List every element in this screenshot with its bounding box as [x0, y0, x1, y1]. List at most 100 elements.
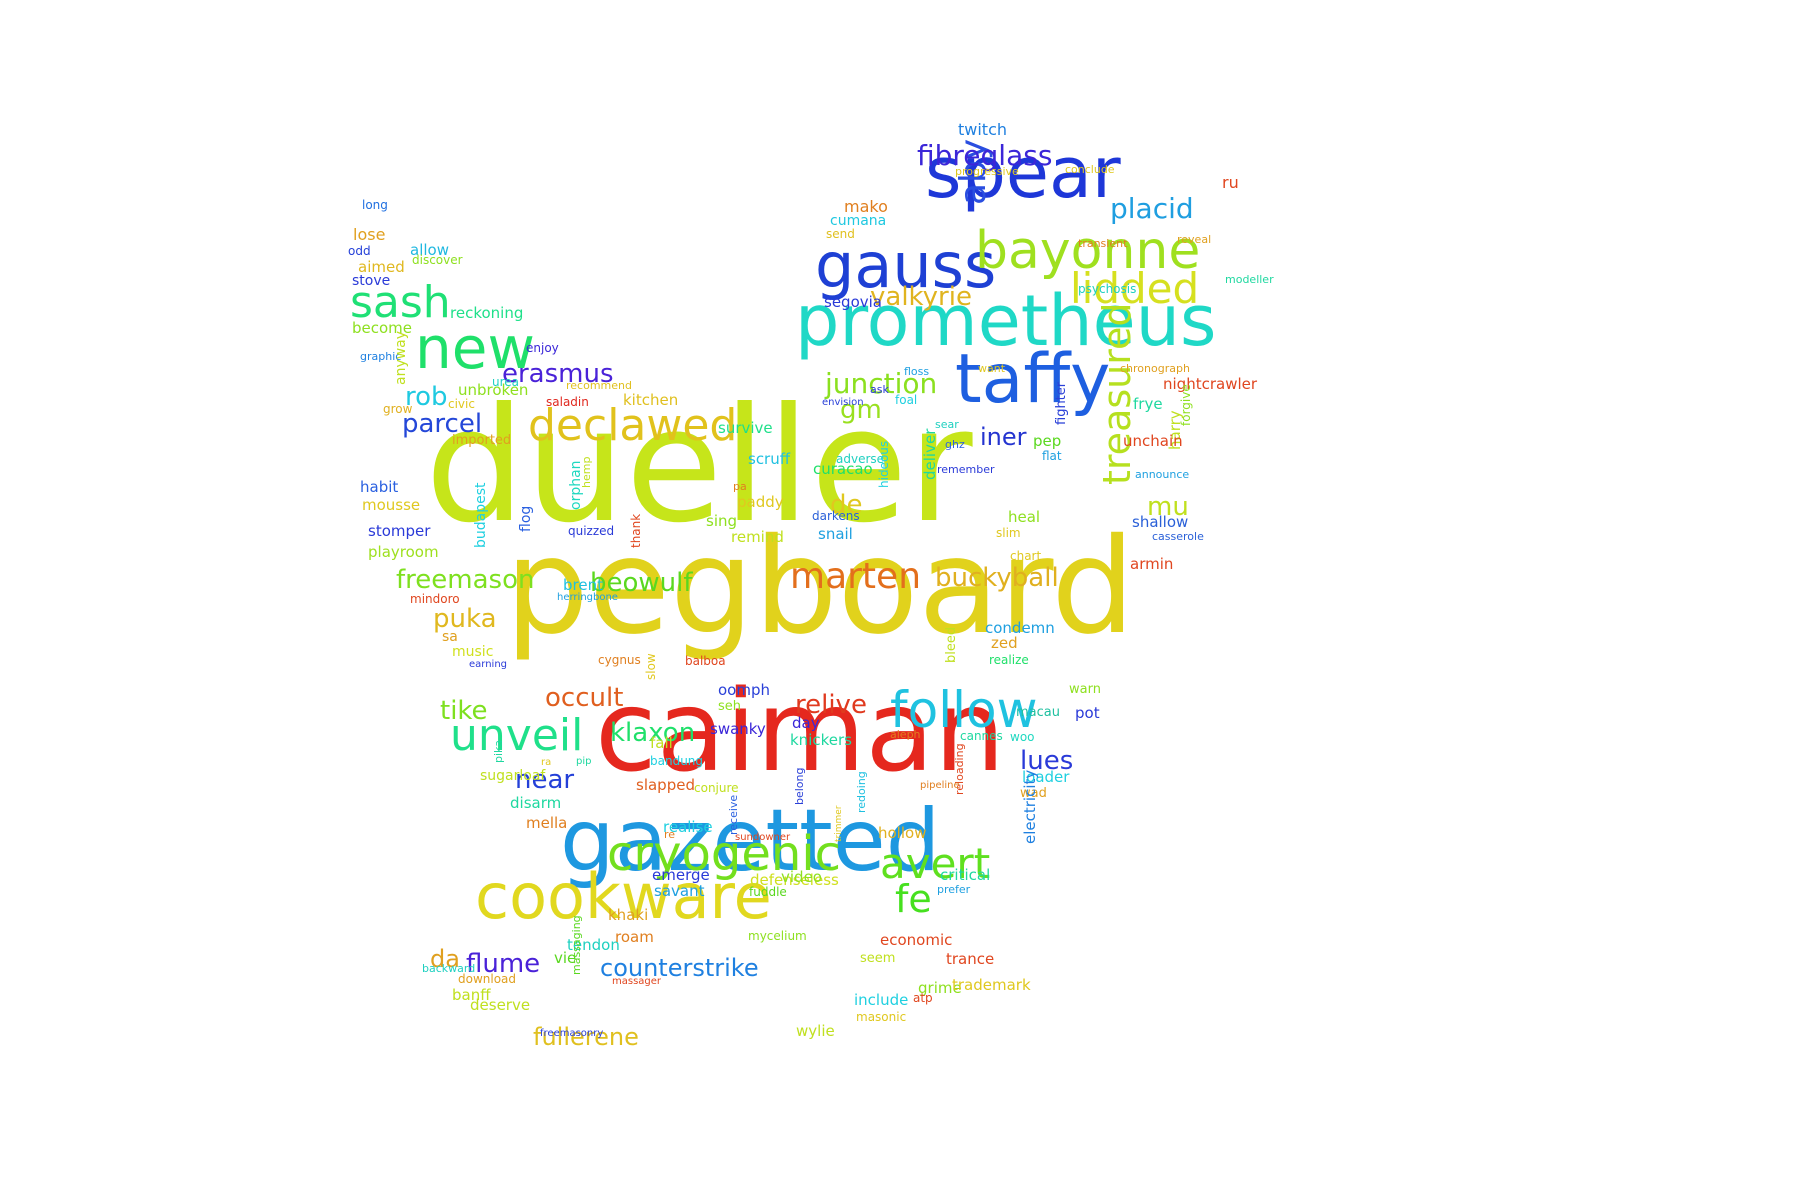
word-gauss: gauss [815, 229, 996, 302]
word-pipeline: pipeline [920, 780, 960, 791]
word-grow: grow [383, 402, 413, 416]
word-aimed: aimed [358, 258, 405, 276]
word-mako: mako [844, 197, 888, 216]
word-mu: mu [1147, 492, 1189, 522]
word-hollow: hollow [878, 824, 926, 842]
word-swanky: swanky [710, 720, 766, 738]
word-grime: grime [918, 979, 962, 997]
word-harry: harry [1166, 410, 1184, 450]
word-valkyrie: valkyrie [870, 282, 972, 312]
word-iner: iner [980, 423, 1027, 451]
word-chart: chart [1010, 549, 1041, 563]
word-slapped: slapped [636, 776, 695, 794]
word-frye: frye [1133, 395, 1163, 413]
word-condemn: condemn [985, 619, 1055, 637]
word-segovia: segovia [824, 293, 882, 311]
word-fe: fe [895, 877, 932, 921]
word-avert: avert [880, 839, 990, 888]
word-vie: vie [554, 949, 576, 967]
word-junction: junction [824, 367, 937, 400]
word-receive: receive [727, 795, 740, 835]
word-discover: discover [412, 253, 463, 267]
word-realize: realize [989, 653, 1029, 667]
word-stove: stove [352, 273, 390, 289]
word-economic: economic [880, 931, 952, 949]
word-da: da [430, 945, 460, 973]
word-atp: atp [913, 991, 933, 1005]
word-cannes: cannes [960, 729, 1003, 743]
word-sa: sa [442, 629, 458, 645]
word-become: become [352, 319, 412, 337]
word-psychosis: psychosis [1078, 282, 1136, 296]
word-unchain: unchain [1123, 432, 1183, 450]
word-survive: survive [718, 419, 773, 437]
word-sing: sing [706, 512, 737, 530]
word-trademark: trademark [952, 976, 1031, 994]
word-treasured: treasured [1095, 302, 1139, 485]
word-floss: floss [904, 365, 929, 378]
word-scruff: scruff [748, 450, 791, 468]
word-roam: roam [615, 928, 654, 946]
word-rob: rob [405, 382, 448, 412]
word-massager: massager [612, 976, 662, 987]
word-savant: savant [654, 882, 705, 900]
word-beowulf: beowulf [590, 568, 693, 598]
word-chronograph: chronograph [1120, 362, 1190, 375]
word-envision: envision [822, 397, 864, 408]
word-modeller: modeller [1225, 273, 1274, 286]
word-tendon: tendon [567, 936, 620, 954]
word-wad: wad [1020, 786, 1047, 801]
word-ghz: ghz [945, 438, 965, 451]
word-download: download [458, 972, 516, 986]
word-announce: announce [1135, 468, 1189, 481]
word-trance: trance [946, 950, 994, 968]
word-fibreglass: fibreglass [917, 139, 1052, 172]
word-enjoy: enjoy [526, 341, 559, 355]
word-knickers: knickers [790, 731, 852, 749]
word-declawed: declawed [528, 400, 737, 451]
word-bleed: bleed [944, 627, 959, 663]
word-de: de [830, 490, 863, 520]
word-video: video [781, 868, 822, 886]
word-conjure: conjure [694, 781, 739, 795]
word-snail: snail [818, 525, 853, 543]
word-twitch: twitch [958, 120, 1007, 139]
word-mindoro: mindoro [410, 592, 460, 606]
word-caiman: caiman [595, 667, 1005, 797]
word-fall: fall [650, 734, 673, 752]
word-buckyball: buckyball [935, 563, 1059, 593]
word-paddy: paddy [737, 493, 784, 511]
word-anyway: anyway [393, 331, 409, 385]
word-prometheus: prometheus [795, 280, 1216, 362]
word-allow: allow [410, 241, 449, 259]
word-redoing: redoing [855, 771, 868, 813]
word-puka: puka [433, 604, 497, 634]
word-pip: pip [576, 756, 591, 767]
word-sugarloaf: sugarloaf [480, 768, 546, 784]
word-earning: earning [469, 659, 507, 670]
word-dueller: dueller [425, 374, 973, 558]
word-herringbone: herringbone [557, 592, 618, 603]
word-saladin: saladin [546, 395, 589, 409]
word-nightcrawler: nightcrawler [1163, 375, 1258, 393]
word-unveil: unveil [450, 710, 583, 761]
word-mycelium: mycelium [748, 929, 807, 943]
word-transient: transient [1078, 237, 1128, 250]
word-armin: armin [1130, 555, 1173, 573]
word-defenseless: defenseless [750, 871, 839, 889]
word-follow: follow [890, 681, 1037, 739]
word-deliver: deliver [921, 428, 939, 480]
word-heal: heal [1008, 508, 1040, 526]
word-loader: loader [1022, 768, 1070, 786]
word-ru: ru [1222, 173, 1239, 192]
word-progressive: progressive [955, 165, 1019, 178]
word-lidded: lidded [1070, 264, 1199, 313]
word-sundowner: sundowner [735, 832, 791, 843]
word-flog: flog [518, 506, 534, 532]
word-bayonne: bayonne [975, 221, 1200, 281]
word-lues: lues [1020, 746, 1073, 776]
word-new: new [415, 314, 535, 382]
word-hemp: hemp [580, 457, 593, 488]
word-occult: occult [545, 683, 623, 713]
